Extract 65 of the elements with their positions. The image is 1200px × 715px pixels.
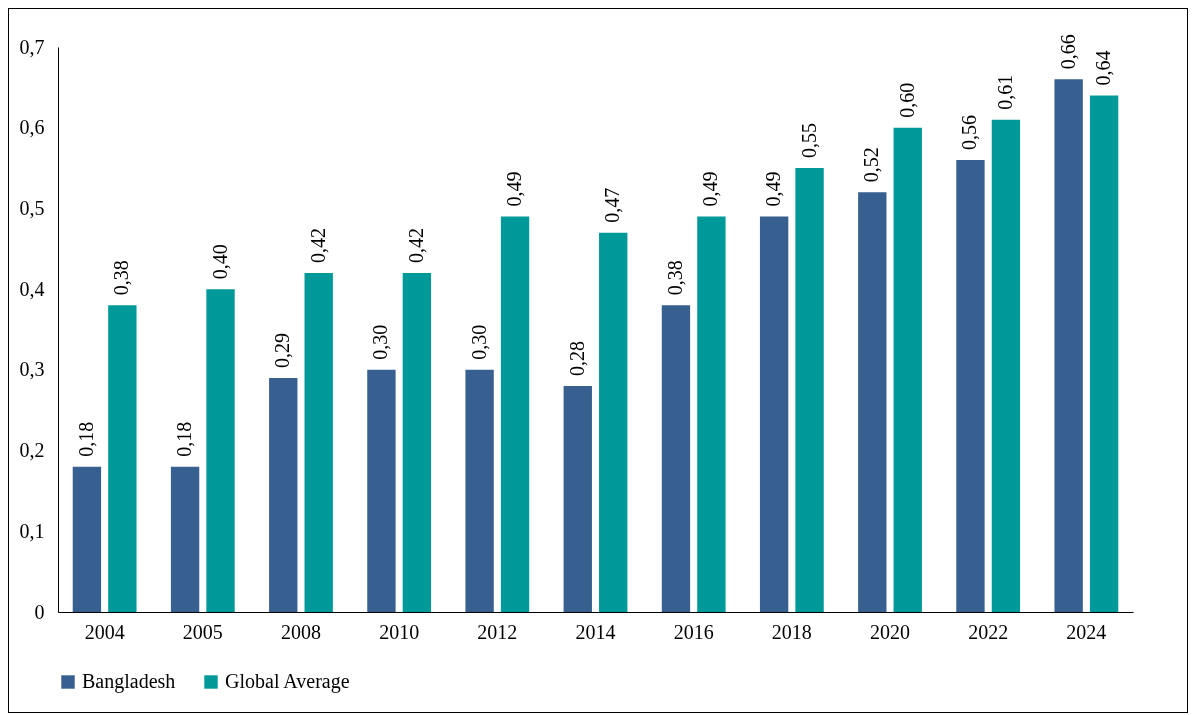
bar (956, 160, 985, 612)
bar (206, 289, 235, 612)
data-label: 0,52 (860, 147, 883, 183)
data-label: 0,49 (699, 171, 722, 207)
y-tick-label: 0,2 (19, 439, 45, 462)
y-tick-label: 0,3 (19, 358, 45, 381)
bar (759, 216, 789, 612)
y-tick-label: 0,4 (19, 277, 45, 300)
bar (893, 127, 922, 612)
data-label: 0,55 (797, 123, 820, 159)
bar (563, 386, 592, 612)
bar (269, 377, 298, 612)
bar (599, 232, 628, 612)
bar (500, 216, 530, 612)
data-label: 0,40 (208, 244, 231, 280)
bar (367, 369, 396, 612)
y-tick-label: 0,5 (19, 196, 45, 219)
bar (991, 119, 1021, 612)
bar (795, 168, 824, 612)
data-label: 0,66 (1056, 34, 1079, 70)
legend-label: Bangladesh (82, 670, 176, 693)
data-label: 0,28 (565, 341, 588, 376)
bar (858, 192, 887, 612)
data-label: 0,47 (601, 187, 624, 223)
bar (72, 466, 102, 612)
data-label: 0,29 (271, 332, 294, 368)
y-tick-label: 0,7 (19, 35, 45, 58)
x-tick-label: 2016 (673, 620, 714, 643)
x-tick-label: 2014 (575, 620, 616, 643)
bar (465, 369, 494, 612)
data-label: 0,49 (503, 171, 526, 207)
legend-label: Global Average (225, 670, 350, 693)
data-label: 0,38 (110, 260, 133, 296)
x-tick-label: 2022 (968, 620, 1009, 643)
data-label: 0,60 (895, 82, 918, 118)
bar (170, 466, 200, 612)
data-label: 0,42 (404, 228, 427, 263)
bar (1054, 79, 1083, 612)
bar (402, 273, 432, 612)
x-tick-label: 2024 (1066, 620, 1107, 643)
bar (697, 216, 726, 612)
data-label: 0,61 (993, 74, 1016, 110)
x-tick-label: 2020 (870, 620, 911, 643)
bar (1089, 95, 1119, 612)
y-tick-label: 0,1 (19, 519, 45, 542)
data-label: 0,30 (369, 324, 392, 360)
data-label: 0,18 (74, 421, 97, 457)
bar (304, 273, 333, 612)
data-label: 0,38 (663, 260, 686, 296)
data-label: 0,56 (958, 115, 981, 150)
bar (661, 305, 691, 612)
x-tick-label: 2004 (84, 620, 125, 643)
y-tick-label: 0 (34, 600, 45, 623)
x-tick-label: 2008 (280, 620, 321, 643)
data-label: 0,49 (762, 171, 785, 207)
data-label: 0,64 (1092, 50, 1115, 86)
data-label: 0,42 (306, 228, 329, 263)
y-tick-label: 0,6 (19, 116, 45, 139)
x-tick-label: 2012 (477, 620, 518, 643)
x-tick-label: 2005 (182, 620, 223, 643)
data-label: 0,18 (173, 421, 196, 457)
x-tick-label: 2010 (379, 620, 420, 643)
x-tick-label: 2018 (771, 620, 812, 643)
data-label: 0,30 (467, 324, 490, 360)
bar (108, 305, 137, 612)
